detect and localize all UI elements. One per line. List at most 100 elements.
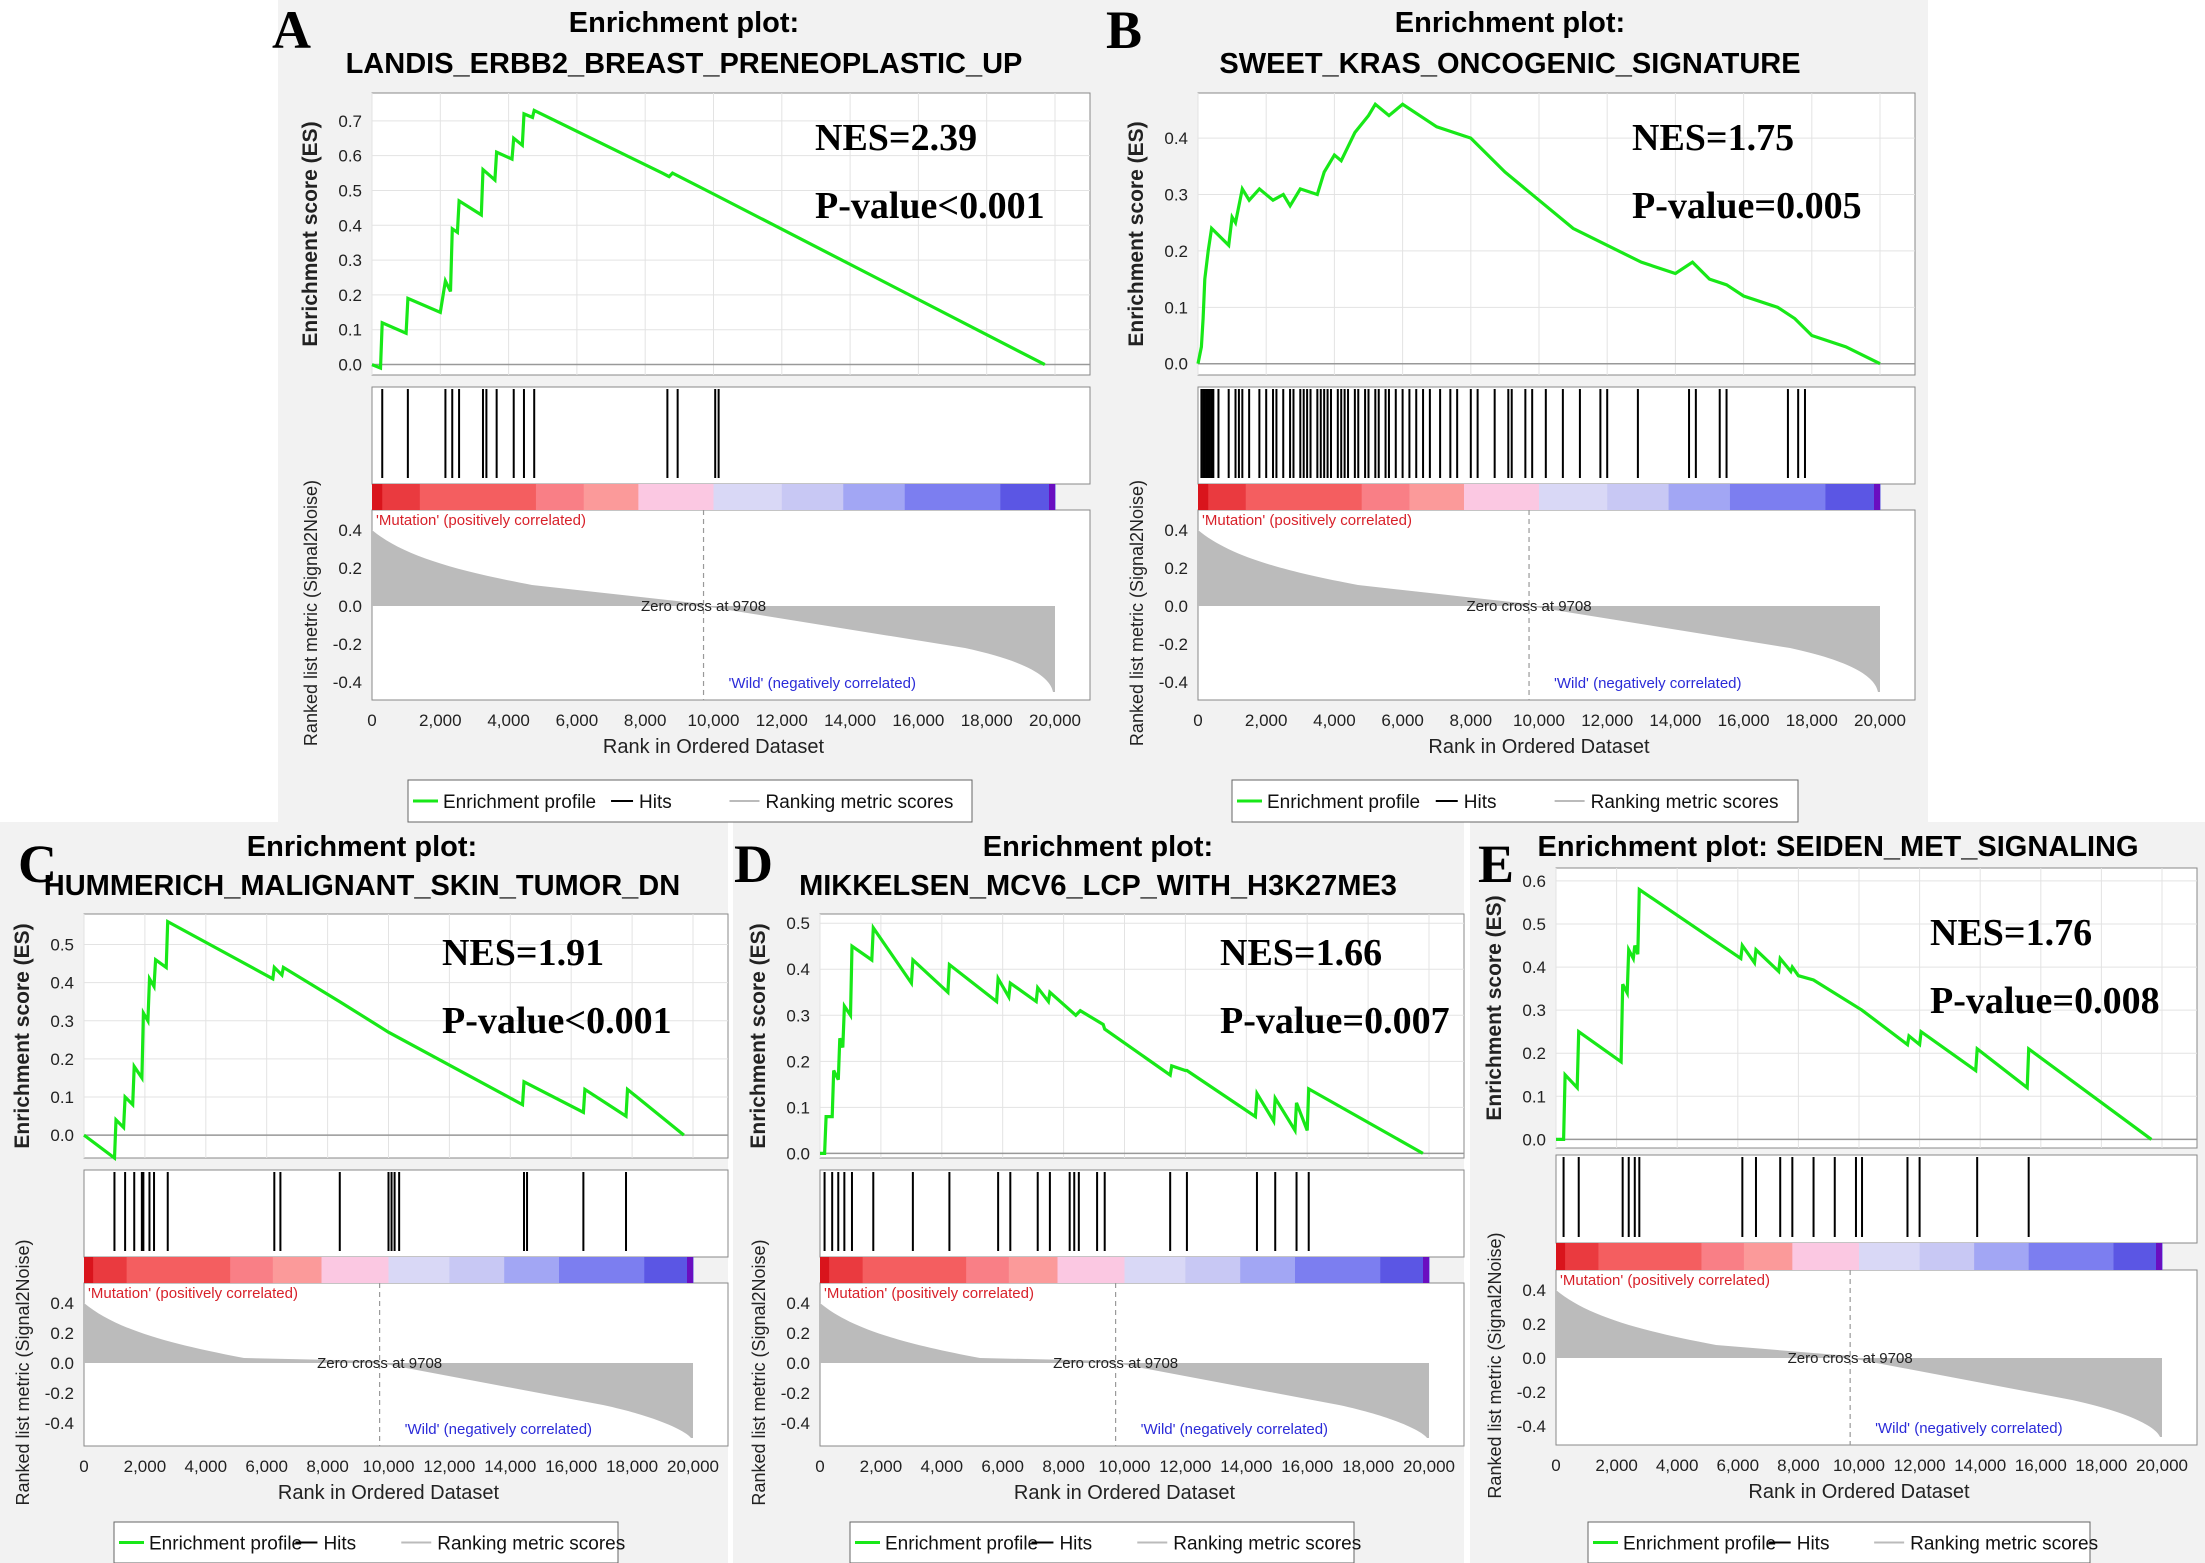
rank-color-band	[126, 1257, 231, 1283]
chart-title: Enrichment plot:	[569, 7, 799, 39]
p-value: P-value=0.007	[1220, 1000, 1450, 1042]
rank-color-band	[1668, 484, 1731, 510]
chart-title: Enrichment plot: SEIDEN_MET_SIGNALING	[1538, 831, 2139, 863]
x-tick-label: 4,000	[1313, 711, 1356, 730]
metric-y-tick-label: -0.2	[1517, 1383, 1546, 1402]
rank-color-band	[419, 484, 537, 510]
x-tick-label: 4,000	[1656, 1456, 1699, 1475]
panel-a: A Enrichment plot: LANDIS_ERBB2_BREAST_PRE…	[272, 0, 1091, 823]
legend-box	[113, 1521, 619, 1563]
metric-y-tick-label: 0.2	[338, 559, 362, 578]
metric-y-tick-label: 0.0	[1522, 1349, 1546, 1368]
es-y-tick-label: 0.1	[338, 321, 362, 340]
legend-hits-label: Hits	[1797, 1534, 1830, 1555]
x-tick-label: 16,000	[892, 711, 944, 730]
x-tick-label: 14,000	[1649, 711, 1701, 730]
metric-negative-area	[1529, 606, 1880, 692]
enrichment-profile-line	[1196, 101, 1881, 366]
chart-title: Enrichment plot:	[247, 831, 477, 863]
metric-y-axis-label: Ranked list metric (Signal2Noise)	[1485, 1232, 1505, 1498]
es-y-tick-label: 0.0	[1522, 1130, 1546, 1149]
rank-color-band	[829, 1257, 864, 1283]
x-tick-label: 0	[1551, 1456, 1560, 1475]
hits-area	[83, 1169, 729, 1258]
legend-hits-label: Hits	[1464, 792, 1497, 813]
positive-correlation-label: 'Mutation' (positively correlated)	[376, 512, 586, 529]
legend-box	[849, 1521, 1355, 1563]
x-tick-label: 18,000	[961, 711, 1013, 730]
rank-color-band	[843, 484, 906, 510]
metric-y-tick-label: -0.2	[333, 635, 362, 654]
rank-color-band	[1598, 1243, 1702, 1270]
metric-positive-area	[820, 1303, 1116, 1363]
metric-y-tick-label: -0.4	[781, 1414, 810, 1433]
rank-color-band	[1361, 484, 1410, 510]
es-plot-area	[83, 913, 729, 1159]
x-tick-label: 12,000	[423, 1457, 475, 1476]
rank-color-band	[1295, 1257, 1381, 1283]
rank-color-band	[388, 1257, 450, 1283]
x-tick-label: 6,000	[556, 711, 599, 730]
legend-profile-label: Enrichment profile	[1623, 1534, 1776, 1555]
rank-color-band	[1729, 484, 1826, 510]
rank-color-band	[1463, 484, 1540, 510]
x-axis-label: Rank in Ordered Dataset	[278, 1482, 500, 1504]
panel-c: C Enrichment plot: HUMMERICH_MALIGNANT_SKI…	[11, 831, 729, 1563]
es-y-axis-label: Enrichment score (ES)	[1125, 121, 1148, 346]
metric-y-tick-label: 0.0	[50, 1354, 74, 1373]
x-tick-label: 20,000	[2136, 1456, 2188, 1475]
negative-correlation-label: 'Wild' (negatively correlated)	[1554, 675, 1741, 692]
es-y-axis-label: Enrichment score (ES)	[11, 923, 34, 1148]
legend-hits-label: Hits	[323, 1534, 356, 1555]
chart-subtitle: SWEET_KRAS_ONCOGENIC_SIGNATURE	[1219, 48, 1800, 80]
metric-y-axis-label: Ranked list metric (Signal2Noise)	[1127, 480, 1147, 746]
metric-y-tick-label: -0.2	[781, 1384, 810, 1403]
hits-area	[819, 1169, 1465, 1258]
rank-color-band	[1185, 1257, 1241, 1283]
panel-b: B Enrichment plot: SWEET_KRAS_ONCOGENIC_SI…	[1106, 0, 1916, 823]
metric-y-tick-label: 0.0	[786, 1354, 810, 1373]
zero-cross-label: Zero cross at 9708	[317, 1355, 442, 1372]
x-tick-label: 10,000	[363, 1457, 415, 1476]
panel-letter: C	[18, 834, 57, 894]
rank-color-band	[1874, 484, 1880, 510]
es-plot-area	[1197, 92, 1916, 376]
rank-color-band	[1607, 484, 1670, 510]
legend-box	[1587, 1521, 2091, 1563]
x-tick-label: 8,000	[1777, 1456, 1820, 1475]
panel-letter: A	[272, 0, 311, 60]
es-y-tick-label: 0.4	[786, 960, 810, 979]
x-tick-label: 16,000	[545, 1457, 597, 1476]
es-y-tick-label: 0.0	[1164, 355, 1188, 374]
x-tick-label: 20,000	[667, 1457, 719, 1476]
enrichment-profile-line	[1556, 886, 2153, 1142]
rank-color-band	[230, 1257, 274, 1283]
es-y-tick-label: 0.3	[1522, 1001, 1546, 1020]
metric-positive-area	[372, 530, 704, 606]
es-y-axis-label: Enrichment score (ES)	[1483, 895, 1506, 1120]
x-tick-label: 2,000	[1245, 711, 1288, 730]
x-tick-label: 0	[1193, 711, 1202, 730]
metric-y-tick-label: 0.4	[786, 1294, 810, 1313]
legend-hits-label: Hits	[1059, 1534, 1092, 1555]
metric-y-tick-label: -0.4	[1517, 1417, 1546, 1436]
es-y-axis-label: Enrichment score (ES)	[299, 121, 322, 346]
rank-color-band	[504, 1257, 560, 1283]
nes-value: NES=1.66	[1220, 932, 1382, 974]
rank-color-band	[321, 1257, 389, 1283]
rank-color-band	[820, 1257, 830, 1283]
x-tick-label: 0	[79, 1457, 88, 1476]
x-tick-label: 4,000	[185, 1457, 228, 1476]
x-tick-label: 8,000	[1042, 1457, 1085, 1476]
x-tick-label: 2,000	[1595, 1456, 1638, 1475]
es-y-tick-label: 0.2	[1522, 1044, 1546, 1063]
es-y-tick-label: 0.1	[786, 1098, 810, 1117]
p-value: P-value<0.001	[442, 1000, 672, 1042]
rank-color-band	[2156, 1243, 2162, 1270]
x-tick-label: 12,000	[756, 711, 808, 730]
x-axis-label: Rank in Ordered Dataset	[1014, 1482, 1236, 1504]
rank-color-band	[1057, 1257, 1125, 1283]
positive-correlation-label: 'Mutation' (positively correlated)	[824, 1285, 1034, 1302]
x-tick-label: 0	[815, 1457, 824, 1476]
